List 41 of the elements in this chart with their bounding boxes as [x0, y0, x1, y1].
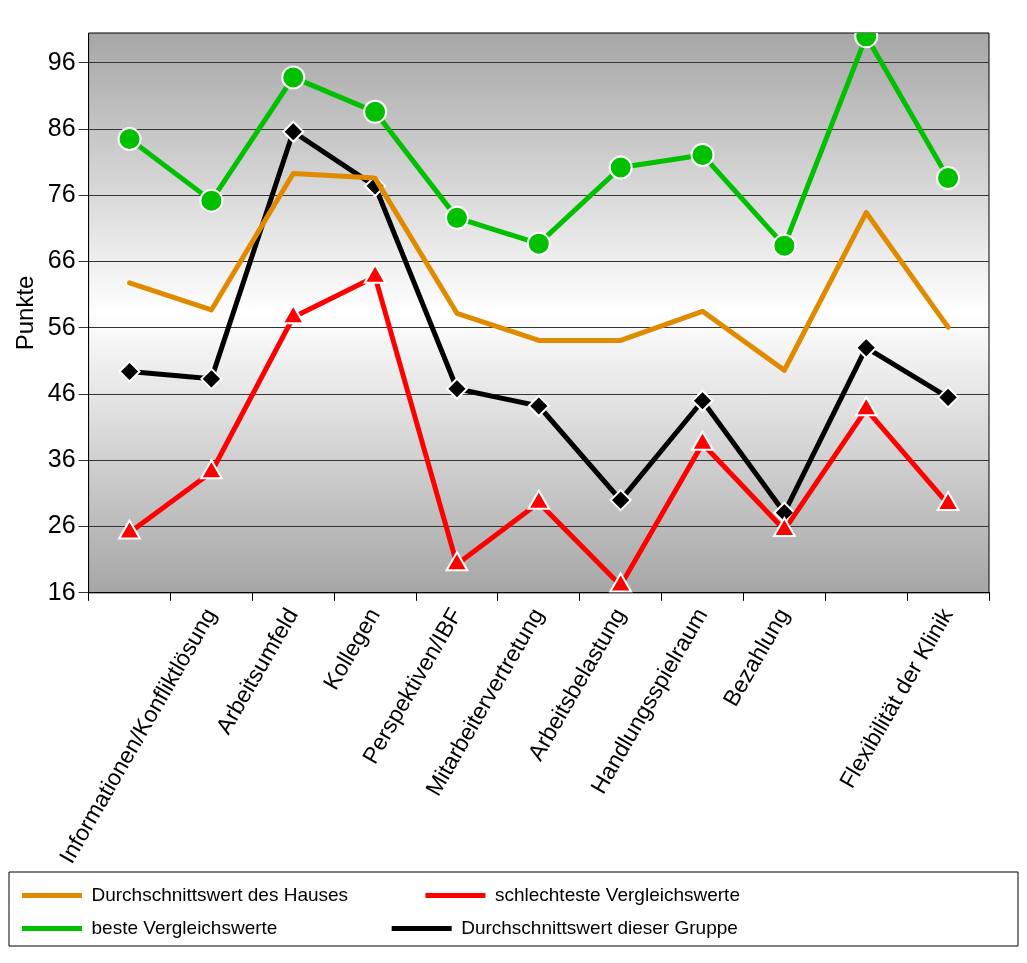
legend-label: schlechteste Vergleichswerte: [494, 883, 740, 905]
y-tick-label: 56: [47, 311, 76, 340]
point: [200, 459, 223, 480]
point: [117, 127, 142, 152]
point: [118, 519, 141, 540]
point: [363, 99, 388, 124]
point: [118, 360, 141, 383]
point: [282, 120, 305, 143]
point: [199, 188, 224, 213]
legend-label: beste Vergleichswerte: [91, 916, 378, 938]
y-tick-label: 26: [47, 510, 76, 539]
point: [691, 430, 714, 451]
point: [690, 142, 715, 167]
point: [772, 516, 796, 537]
point: [608, 155, 633, 180]
y-tick-label: 46: [47, 377, 76, 406]
point: [281, 65, 306, 90]
point: [937, 386, 960, 409]
legend-label: Durchschnittswert des Hauses: [91, 883, 412, 905]
point: [445, 377, 468, 400]
y-tick-label: 66: [47, 245, 76, 274]
point: [281, 304, 305, 325]
point: [444, 205, 469, 230]
y-tick-label: 16: [47, 576, 76, 605]
y-axis-title: Punkte: [11, 275, 39, 351]
point: [609, 572, 633, 593]
point: [445, 551, 469, 572]
point: [200, 367, 223, 390]
point: [936, 166, 961, 191]
y-tick-label: 96: [47, 46, 76, 75]
point: [691, 389, 714, 412]
point: [936, 491, 960, 512]
point: [854, 396, 878, 417]
point: [855, 336, 878, 359]
y-tick-label: 86: [47, 112, 76, 141]
point: [527, 489, 551, 510]
y-tick-label: 36: [47, 444, 76, 473]
y-tick-label: 76: [47, 179, 76, 208]
point: [526, 231, 551, 256]
legend-label: Durchschnittswert dieser Gruppe: [461, 916, 738, 938]
point: [772, 233, 797, 258]
